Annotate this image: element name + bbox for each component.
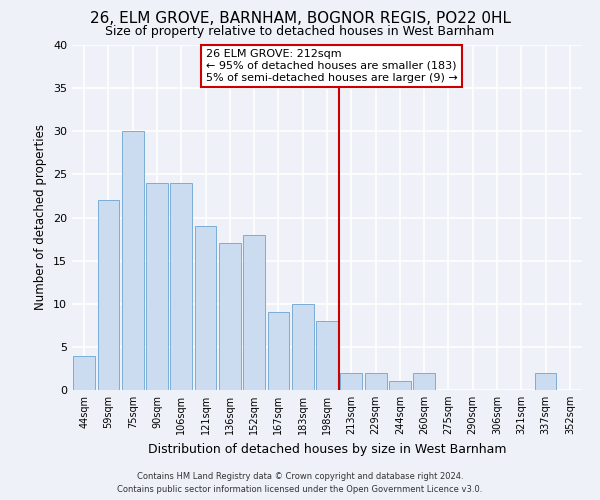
Bar (292, 304, 314, 390)
Bar (97, 200, 119, 390)
Bar (219, 244, 241, 390)
Bar (340, 373, 362, 390)
Bar (365, 373, 386, 390)
Text: Contains HM Land Registry data © Crown copyright and database right 2024.
Contai: Contains HM Land Registry data © Crown c… (118, 472, 482, 494)
Bar (194, 226, 217, 390)
Text: 26, ELM GROVE, BARNHAM, BOGNOR REGIS, PO22 0HL: 26, ELM GROVE, BARNHAM, BOGNOR REGIS, PO… (89, 11, 511, 26)
Y-axis label: Number of detached properties: Number of detached properties (34, 124, 47, 310)
Text: 26 ELM GROVE: 212sqm
← 95% of detached houses are smaller (183)
5% of semi-detac: 26 ELM GROVE: 212sqm ← 95% of detached h… (206, 50, 457, 82)
Text: Size of property relative to detached houses in West Barnham: Size of property relative to detached ho… (106, 25, 494, 38)
Bar (243, 235, 265, 390)
Bar (535, 373, 556, 390)
X-axis label: Distribution of detached houses by size in West Barnham: Distribution of detached houses by size … (148, 442, 506, 456)
Bar (73, 356, 95, 390)
Bar (268, 312, 289, 390)
Bar (389, 382, 411, 390)
Bar (122, 131, 143, 390)
Bar (413, 373, 435, 390)
Bar (316, 321, 338, 390)
Bar (146, 183, 168, 390)
Bar (170, 183, 192, 390)
